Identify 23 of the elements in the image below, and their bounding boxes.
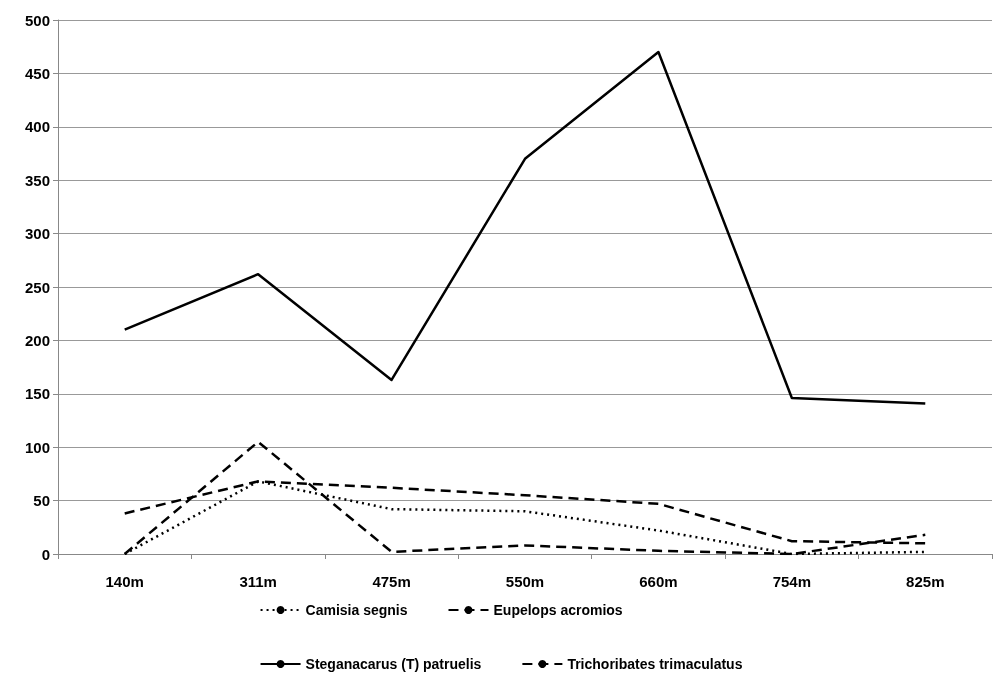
x-tick-label: 660m xyxy=(639,573,678,590)
y-tick-label: 150 xyxy=(24,385,50,403)
legend-label: Steganacarus (T) patruelis xyxy=(305,656,482,672)
y-tick-label: 450 xyxy=(24,64,50,82)
x-tick-label: 475m xyxy=(372,573,411,590)
x-tick-label: 754m xyxy=(772,573,812,590)
y-tick-label: 200 xyxy=(24,331,50,349)
y-tick-label: 500 xyxy=(24,11,50,29)
y-tick-label: 100 xyxy=(24,438,50,456)
x-tick-label: 311m xyxy=(239,573,277,590)
y-tick-label: 0 xyxy=(41,545,50,563)
x-tick-label: 140m xyxy=(105,573,144,590)
y-tick-label: 350 xyxy=(24,171,50,189)
legend-label: Trichoribates trimaculatus xyxy=(567,656,743,672)
y-tick-label: 50 xyxy=(33,492,50,510)
legend-label: Eupelops acromios xyxy=(493,602,623,618)
line-series xyxy=(123,50,927,405)
y-tick-label: 400 xyxy=(24,118,50,136)
x-tick-label: 550m xyxy=(505,573,545,590)
x-tick-label: 825m xyxy=(906,573,945,590)
legend-label: Camisia segnis xyxy=(305,602,408,618)
y-tick-label: 300 xyxy=(24,225,50,243)
y-tick-label: 250 xyxy=(24,278,50,296)
